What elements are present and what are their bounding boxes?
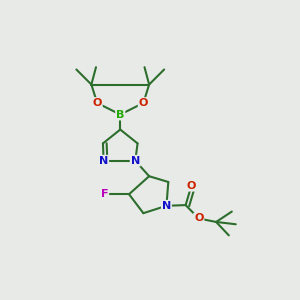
Text: F: F [101, 189, 108, 199]
Text: B: B [116, 110, 124, 119]
Text: N: N [130, 156, 140, 166]
Text: N: N [162, 201, 171, 211]
Text: O: O [92, 98, 102, 108]
Text: O: O [139, 98, 148, 108]
Text: O: O [194, 214, 203, 224]
Text: N: N [99, 156, 108, 166]
Text: O: O [187, 181, 196, 191]
